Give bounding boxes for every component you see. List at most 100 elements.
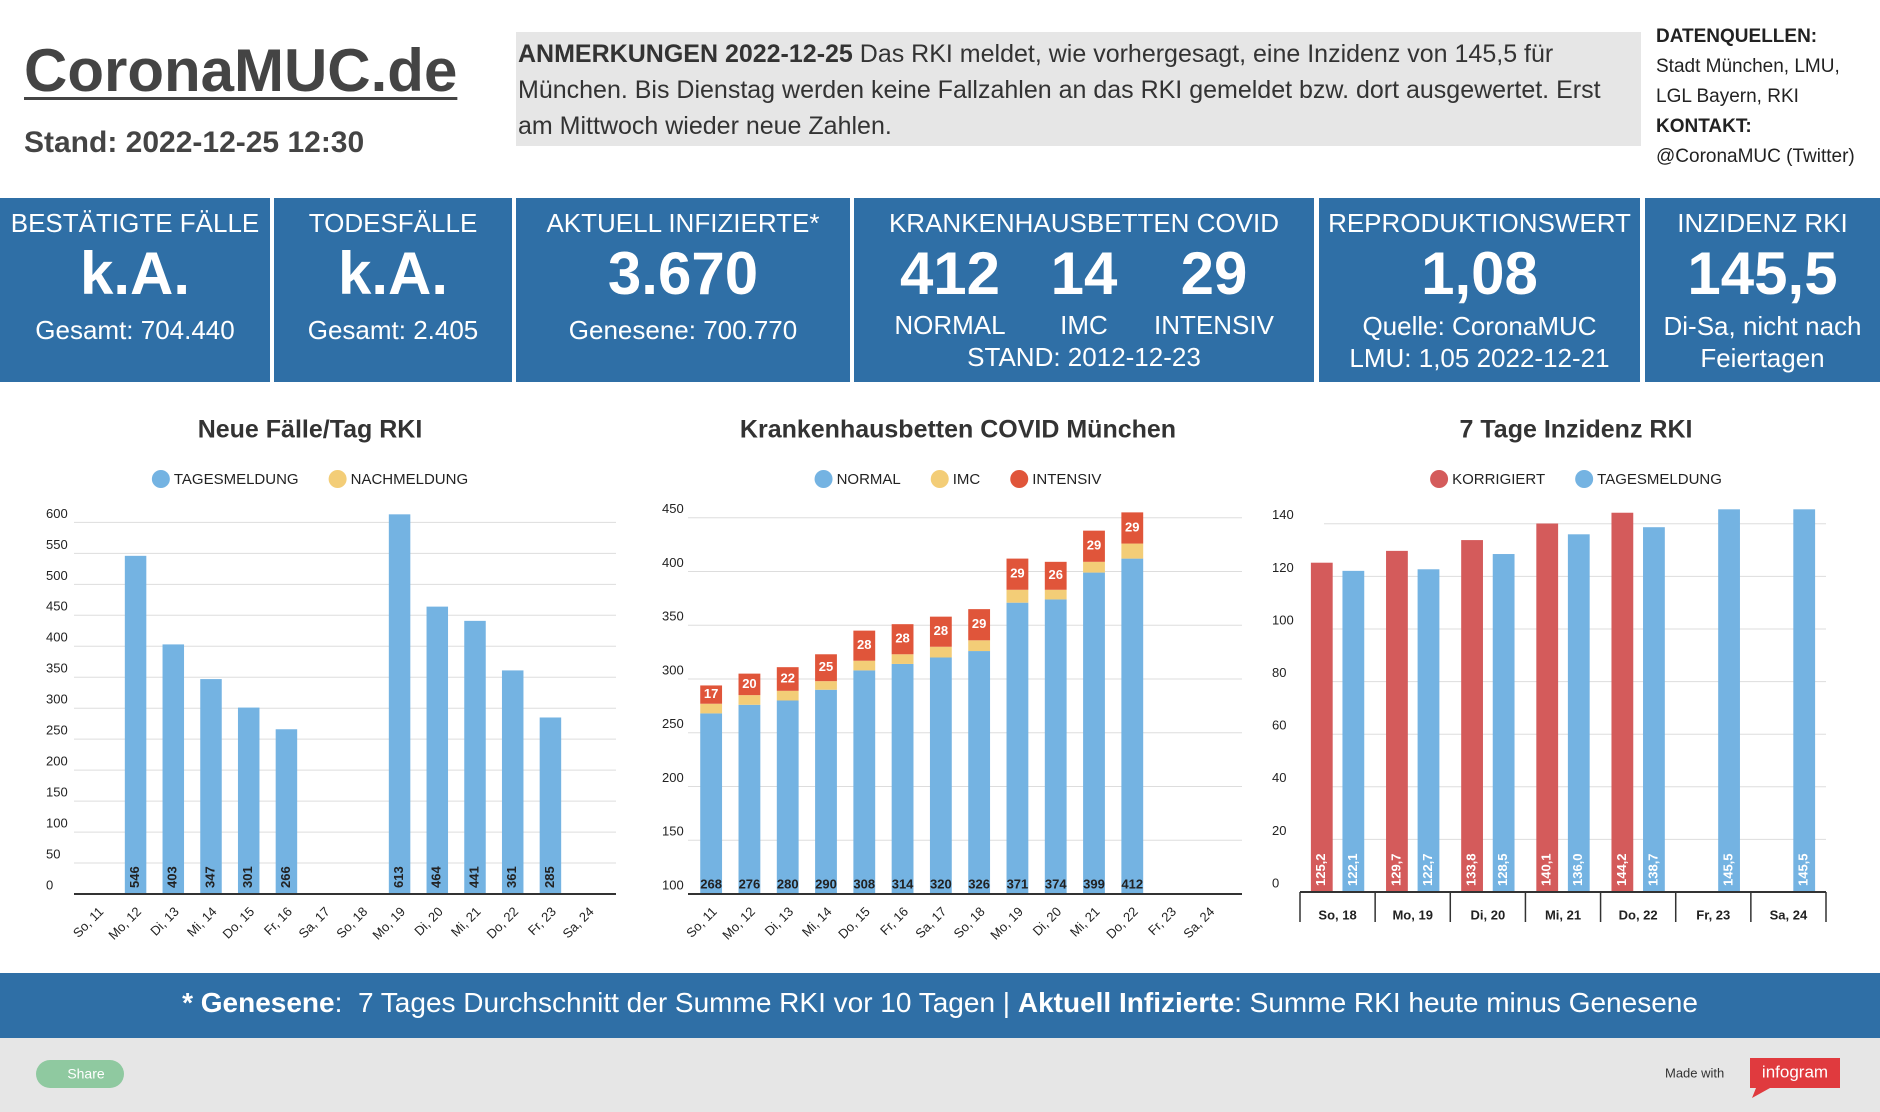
x-tick-label: Mi, 21 — [1545, 907, 1581, 922]
x-tick-label: So, 11 — [683, 904, 720, 941]
x-tick-label: Di, 20 — [411, 904, 446, 939]
contact-heading: KONTAKT: — [1656, 116, 1752, 137]
share-label[interactable]: Share — [67, 1066, 105, 1082]
footer-note: * Genesene: 7 Tages Durchschnitt der Sum… — [182, 987, 1698, 1018]
value-label: 128,5 — [1495, 853, 1510, 886]
brand-label[interactable]: infogram — [1762, 1062, 1828, 1081]
kpi-box — [274, 198, 512, 382]
bar-segment — [891, 624, 914, 655]
y-tick-label: 200 — [662, 770, 684, 785]
value-label: 25 — [819, 659, 833, 674]
y-tick-label: 600 — [46, 506, 68, 521]
bar-segment — [776, 690, 799, 701]
legend-item[interactable]: NACHMELDUNG — [328, 470, 469, 488]
bar-segment — [1044, 589, 1067, 600]
kpi-value: k.A. — [80, 240, 190, 307]
kpi-value: 1,08 — [1421, 240, 1538, 307]
kpi-value: 14 — [1051, 240, 1118, 307]
x-tick-label: Fr, 23 — [1145, 904, 1179, 938]
x-tick-label: Mi, 14 — [799, 904, 835, 940]
y-tick-label: 0 — [46, 877, 53, 892]
y-tick-label: 140 — [1272, 507, 1294, 522]
x-tick-label: Fr, 16 — [261, 904, 295, 938]
site-title[interactable]: CoronaMUC.de — [24, 37, 458, 104]
legend-swatch — [814, 470, 833, 488]
value-label: 371 — [1007, 876, 1029, 891]
value-label: 125,2 — [1313, 853, 1328, 886]
value-label: 276 — [739, 876, 761, 891]
bar-segment — [426, 606, 449, 894]
kpi-line: Genesene: 700.770 — [569, 315, 797, 345]
legend-item[interactable]: INTENSIV — [1010, 470, 1101, 488]
legend-item[interactable]: TAGESMELDUNG — [1575, 470, 1722, 488]
y-tick-label: 20 — [1272, 823, 1286, 838]
bottom-bar — [0, 1038, 1880, 1112]
share-button[interactable] — [36, 1060, 124, 1088]
source-line: LGL Bayern, RKI — [1656, 86, 1799, 107]
bar-segment — [200, 679, 222, 894]
legend-item[interactable]: IMC — [930, 470, 981, 488]
legend-label: IMC — [953, 471, 981, 488]
bar-segment — [1044, 599, 1067, 894]
bar-segment — [738, 704, 761, 894]
y-tick-label: 450 — [662, 501, 684, 516]
kpi-title: KRANKENHAUSBETTEN COVID — [889, 208, 1279, 238]
value-label: 140,1 — [1539, 853, 1554, 886]
bar — [1567, 534, 1590, 892]
kpi-line: STAND: 2012-12-23 — [967, 342, 1201, 372]
kpi-box — [1645, 198, 1880, 382]
sources: DATENQUELLEN: Stadt München, LMU, LGL Ba… — [1656, 22, 1855, 172]
bar — [1310, 562, 1333, 892]
legend-item[interactable]: TAGESMELDUNG — [151, 470, 299, 488]
legend-item[interactable]: KORRIGIERT — [1430, 470, 1545, 488]
bar-segment — [275, 729, 298, 894]
kpi-line: Gesamt: 2.405 — [308, 315, 479, 345]
x-tick-label: Do, 15 — [220, 904, 258, 942]
x-tick-label: Fr, 16 — [877, 904, 911, 938]
x-tick-label: Mi, 21 — [1067, 904, 1103, 940]
value-label: 613 — [391, 866, 406, 888]
x-tick-label: So, 11 — [70, 904, 107, 941]
y-tick-label: 400 — [662, 555, 684, 570]
value-label: 28 — [857, 637, 871, 652]
x-tick-label: Di, 20 — [1030, 904, 1065, 939]
kpi-value: 3.670 — [608, 240, 758, 307]
legend-swatch — [328, 470, 347, 488]
bar-segment — [1044, 561, 1067, 590]
legend-item[interactable]: NORMAL — [814, 470, 901, 488]
bar-segment — [815, 681, 837, 690]
bar-segment — [776, 700, 799, 894]
legend-label: NACHMELDUNG — [351, 471, 469, 488]
brand-badge[interactable] — [1750, 1058, 1840, 1098]
bar-segment — [776, 667, 799, 691]
bar-segment — [388, 514, 411, 894]
footer-band — [0, 973, 1880, 1038]
kpi-item-label: INTENSIV — [1154, 310, 1275, 340]
kpi-box — [0, 198, 270, 382]
x-tick-label: Di, 20 — [1471, 907, 1506, 922]
bar-segment — [929, 646, 952, 658]
legend-swatch — [930, 470, 949, 488]
y-tick-label: 250 — [46, 723, 68, 738]
kpi-title: REPRODUKTIONSWERT — [1328, 208, 1631, 238]
legend-swatch — [1430, 470, 1449, 488]
value-label: 29 — [1010, 566, 1024, 581]
y-tick-label: 550 — [46, 537, 68, 552]
value-label: 347 — [202, 866, 217, 888]
value-label: 28 — [895, 631, 909, 646]
legend-label: TAGESMELDUNG — [174, 471, 299, 488]
kpi-title: TODESFÄLLE — [309, 208, 478, 238]
bar — [1793, 509, 1816, 892]
bar-segment — [539, 717, 562, 894]
bar — [1417, 569, 1440, 892]
bar-segment — [501, 670, 524, 894]
value-label: 138,7 — [1645, 853, 1660, 886]
x-tick-label: Di, 13 — [762, 904, 797, 939]
y-tick-label: 400 — [46, 630, 68, 645]
legend-label: KORRIGIERT — [1452, 471, 1545, 488]
footer-term: * Genesene — [182, 987, 335, 1018]
